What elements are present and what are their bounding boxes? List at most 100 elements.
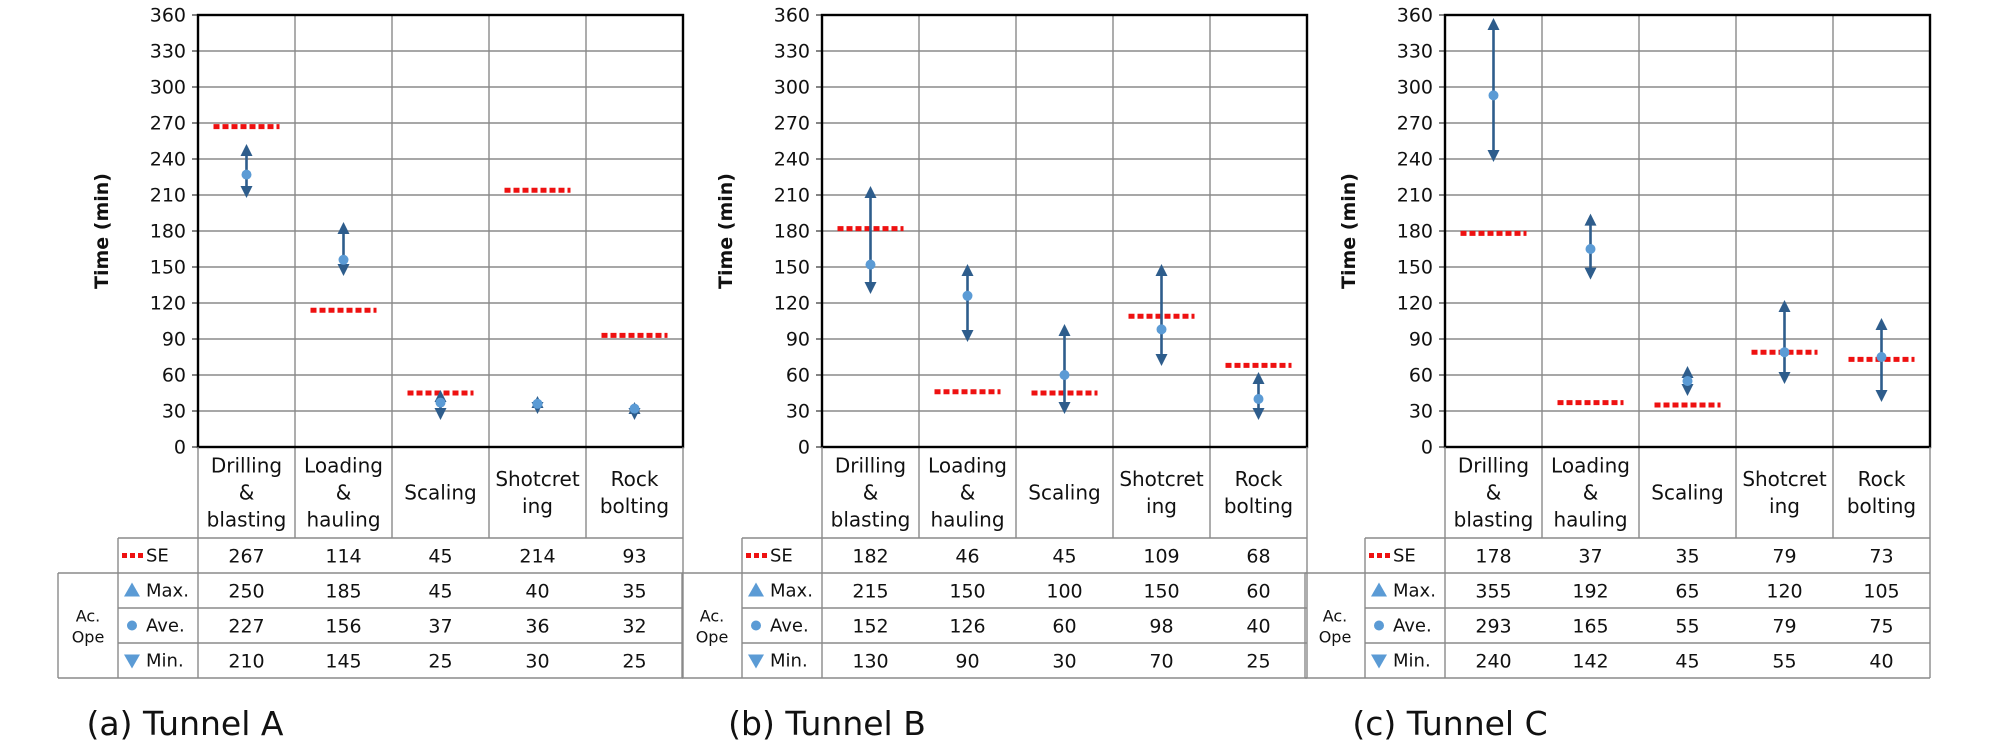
legend-label-min: Min. (770, 651, 808, 672)
category-label: Drilling (835, 454, 906, 478)
category-label: blasting (1454, 508, 1534, 532)
group-label: Ac. (1323, 607, 1348, 626)
table-cell: 210 (228, 651, 264, 673)
y-tick-label: 330 (1397, 41, 1433, 63)
y-tick-label: 330 (150, 41, 186, 63)
y-tick-label: 150 (774, 257, 810, 279)
table-cell: 145 (325, 651, 361, 673)
min-marker (1058, 402, 1071, 414)
plot-frame (196, 13, 685, 449)
category-label: Rock (611, 467, 659, 491)
category-label: Loading (304, 454, 383, 478)
y-tick-label: 180 (1397, 221, 1433, 243)
table-cell: 45 (428, 546, 452, 568)
table-cell: 68 (1246, 546, 1270, 568)
min-marker (1155, 354, 1168, 366)
max-marker (1252, 372, 1265, 384)
max-marker (1778, 300, 1791, 312)
ave-marker (1585, 244, 1596, 254)
group-label: Ope (1319, 628, 1352, 647)
group-label: Ope (72, 628, 105, 647)
max-marker (1584, 213, 1597, 226)
y-tick-label: 210 (774, 185, 810, 207)
legend-triangle-down-icon (748, 654, 764, 669)
table-cell: 142 (1572, 651, 1608, 673)
min-marker (1252, 408, 1265, 420)
table-cell: 46 (955, 546, 979, 568)
category-label: Scaling (1651, 481, 1723, 505)
y-tick-label: 90 (162, 329, 186, 351)
ave-marker (1682, 376, 1693, 386)
table-cell: 45 (1052, 546, 1076, 568)
y-tick-label: 30 (1409, 401, 1433, 423)
ave-marker (435, 397, 446, 408)
table-cell: 45 (428, 581, 452, 603)
y-tick-label: 0 (174, 437, 186, 459)
ave-marker (1876, 352, 1887, 362)
y-tick-label: 0 (1421, 437, 1433, 459)
category-label: bolting (1224, 494, 1293, 518)
y-tick-label: 300 (1397, 77, 1433, 99)
table-cell: 150 (949, 581, 985, 603)
category-label: blasting (831, 508, 911, 532)
table-cell: 178 (1475, 546, 1511, 568)
max-marker (1058, 324, 1071, 336)
table-cell: 100 (1046, 581, 1082, 603)
category-label: Scaling (1028, 481, 1100, 505)
ave-marker (962, 290, 973, 301)
legend-triangle-up-icon (124, 582, 140, 597)
table-cell: 165 (1572, 616, 1608, 638)
category-label: bolting (600, 494, 669, 518)
y-tick-label: 180 (150, 221, 186, 243)
y-tick-label: 90 (1409, 329, 1433, 351)
ave-marker (629, 403, 640, 414)
min-marker (240, 186, 253, 198)
legend-label-se: SE (146, 546, 169, 567)
y-tick-label: 210 (150, 185, 186, 207)
y-tick-label: 240 (774, 149, 810, 171)
table-cell: 55 (1675, 616, 1699, 638)
legend-circle-icon (751, 620, 761, 631)
y-tick-label: 360 (774, 5, 810, 27)
y-tick-label: 300 (150, 77, 186, 99)
ave-marker (1156, 324, 1167, 335)
y-tick-label: 210 (1397, 185, 1433, 207)
table-cell: 30 (1052, 651, 1076, 673)
max-marker (1681, 366, 1694, 378)
category-label: ing (1769, 494, 1800, 518)
table-cell: 45 (1675, 651, 1699, 673)
table-cell: 35 (622, 581, 646, 603)
min-marker (961, 330, 974, 342)
legend-label-min: Min. (1393, 651, 1431, 672)
y-tick-label: 270 (774, 113, 810, 135)
y-tick-label: 300 (774, 77, 810, 99)
ave-marker (1253, 394, 1264, 404)
ave-marker (532, 398, 543, 409)
panel-caption: (b) Tunnel B (728, 704, 926, 743)
table-cell: 37 (428, 616, 452, 638)
y-tick-label: 180 (774, 221, 810, 243)
legend-triangle-up-icon (1371, 582, 1387, 597)
min-marker (337, 264, 350, 276)
y-tick-label: 330 (774, 41, 810, 63)
max-marker (961, 264, 974, 276)
table-cell: 105 (1863, 581, 1899, 603)
min-marker (1487, 150, 1500, 162)
table-cell: 79 (1772, 546, 1796, 568)
ave-marker (865, 259, 876, 270)
table-cell: 60 (1246, 581, 1270, 603)
category-label: ing (1146, 494, 1177, 518)
legend-label-max: Max. (1393, 581, 1436, 602)
category-label: & (863, 481, 879, 505)
table-cell: 120 (1766, 581, 1802, 603)
category-label: & (239, 481, 255, 505)
min-marker (864, 282, 877, 294)
ave-marker (1488, 90, 1499, 101)
group-label: Ac. (76, 607, 101, 626)
min-marker (1875, 390, 1888, 402)
table-cell: 73 (1869, 546, 1893, 568)
category-label: Scaling (404, 481, 476, 505)
y-tick-label: 150 (150, 257, 186, 279)
